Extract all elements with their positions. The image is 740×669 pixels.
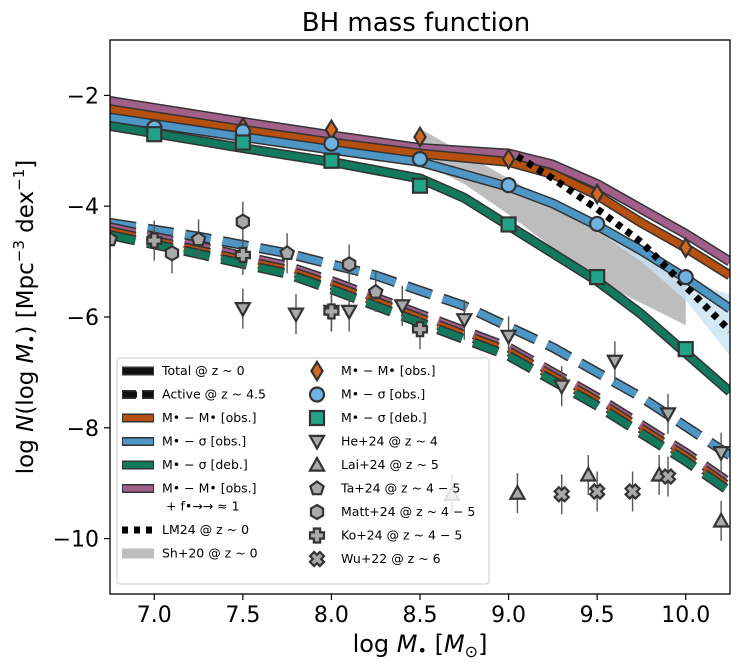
data-point-circle xyxy=(500,177,517,194)
y-tick-label: −2 xyxy=(67,84,99,109)
data-point-plus xyxy=(323,303,340,320)
data-point-circle xyxy=(589,215,606,233)
dashed-series-line-4 xyxy=(110,219,730,459)
data-point-square xyxy=(500,216,517,233)
legend-label: Ko+24 @ z ~ 4 − 5 xyxy=(341,528,462,543)
data-point-triangle-up xyxy=(579,465,598,482)
data-point-square xyxy=(323,152,340,169)
data-point-pentagon xyxy=(110,231,118,247)
data-point-triangle-down xyxy=(552,379,571,396)
legend-label-line2: + f•→→ ≈ 1 xyxy=(166,499,240,514)
legend-label: LM24 @ z ~ 0 xyxy=(162,522,249,537)
data-point-square xyxy=(589,269,606,286)
solid-series-line-0 xyxy=(110,97,730,265)
data-point-hexagon xyxy=(235,213,251,230)
legend-label: M• − σ [deb.] xyxy=(162,457,248,472)
legend-marker-triangle-up xyxy=(308,455,326,472)
data-point-pentagon xyxy=(279,244,296,261)
data-point-diamond xyxy=(501,147,516,171)
plot-area xyxy=(110,96,730,541)
legend-marker-diamond xyxy=(310,359,324,383)
legend-label: Total @ z ~ 0 xyxy=(161,363,245,378)
data-point-diamond xyxy=(590,182,605,206)
y-axis-label: log N(log M•) [Mpc−3 dex−1] xyxy=(10,160,41,475)
legend-label: M• − M• [obs.] xyxy=(341,363,436,378)
legend: Total @ z ~ 0 Active @ z ~ 4.5 M• − M• [ob… xyxy=(116,357,490,585)
data-point-x xyxy=(659,467,677,486)
x-tick-label: 10.0 xyxy=(661,603,710,628)
data-point-x xyxy=(623,482,642,501)
data-point-triangle-up xyxy=(508,483,527,500)
legend-label: M• − M• [obs.] xyxy=(162,410,257,425)
legend-label: M• − σ [deb.] xyxy=(341,410,427,425)
legend-marker-triangle-down xyxy=(308,434,326,451)
data-point-square xyxy=(146,126,163,143)
legend-marker-pentagon xyxy=(309,480,325,496)
data-point-triangle-down xyxy=(233,301,252,318)
data-point-diamond xyxy=(413,125,427,149)
y-tick-label: −4 xyxy=(67,195,99,220)
legend-label: Active @ z ~ 4.5 xyxy=(162,387,266,402)
x-tick-label: 9.0 xyxy=(491,603,526,628)
data-point-x xyxy=(588,482,606,501)
data-point-x xyxy=(553,485,571,503)
data-point-circle xyxy=(677,269,694,286)
data-point-circle xyxy=(323,135,340,152)
x-tick-label: 8.0 xyxy=(314,603,349,628)
data-point-square xyxy=(234,134,251,151)
x-tick-label: 7.5 xyxy=(225,603,260,628)
data-point-diamond xyxy=(678,236,693,259)
data-point-square xyxy=(677,341,694,358)
chart-title: BH mass function xyxy=(302,8,530,38)
data-point-plus xyxy=(411,321,429,338)
x-tick-label: 9.5 xyxy=(580,603,615,628)
x-tick-label: 7.0 xyxy=(137,603,172,628)
legend-label: He+24 @ z ~ 4 xyxy=(341,434,438,449)
legend-marker-square xyxy=(308,409,326,427)
data-point-triangle-down xyxy=(340,304,359,321)
y-tick-label: −8 xyxy=(67,417,99,442)
legend-marker-hexagon xyxy=(309,503,325,521)
legend-marker-plus xyxy=(308,527,326,544)
x-tick-label: 8.5 xyxy=(403,603,438,628)
legend-label: Wu+22 @ z ~ 6 xyxy=(341,551,441,566)
legend-label: Sh+20 @ z ~ 0 xyxy=(162,546,258,561)
data-point-circle xyxy=(411,151,429,168)
data-point-triangle-down xyxy=(605,354,624,371)
data-point-triangle-down xyxy=(712,446,730,462)
x-axis-label: log M• [M⊙] xyxy=(353,630,488,661)
legend-box xyxy=(116,357,490,585)
y-tick-label: −6 xyxy=(67,306,99,331)
data-point-triangle-down xyxy=(659,407,677,424)
dotted-series-line-8 xyxy=(515,153,730,334)
legend-marker-circle xyxy=(308,386,326,403)
legend-label: Ta+24 @ z ~ 4 − 5 xyxy=(340,481,460,496)
y-tick-label: −10 xyxy=(53,528,99,553)
data-point-triangle-down xyxy=(499,329,518,346)
legend-label: M• − σ [obs.] xyxy=(162,434,246,449)
data-point-triangle-down xyxy=(393,299,412,316)
legend-label: Matt+24 @ z ~ 4 − 5 xyxy=(341,504,475,519)
data-point-hexagon xyxy=(164,245,180,262)
legend-label: Lai+24 @ z ~ 5 xyxy=(341,457,439,472)
legend-marker-x xyxy=(308,550,326,568)
data-point-plus xyxy=(146,232,163,249)
data-point-triangle-down xyxy=(287,307,305,324)
axes: 7.0 7.5 8.0 8.5 9.0 9.5 10.0 −2 −4 −6 −8 −10 xyxy=(53,84,711,628)
data-point-pentagon xyxy=(190,231,207,247)
data-point-square xyxy=(411,177,429,194)
data-point-triangle-up xyxy=(712,511,730,528)
data-point-plus xyxy=(234,246,251,264)
legend-label: M• − σ [obs.] xyxy=(341,387,425,402)
data-point-triangle-down xyxy=(455,313,474,330)
legend-label: M• − M• [obs.] xyxy=(162,481,257,496)
legend-patch xyxy=(122,548,154,559)
data-point-hexagon xyxy=(341,256,357,273)
data-point-pentagon xyxy=(367,283,384,299)
